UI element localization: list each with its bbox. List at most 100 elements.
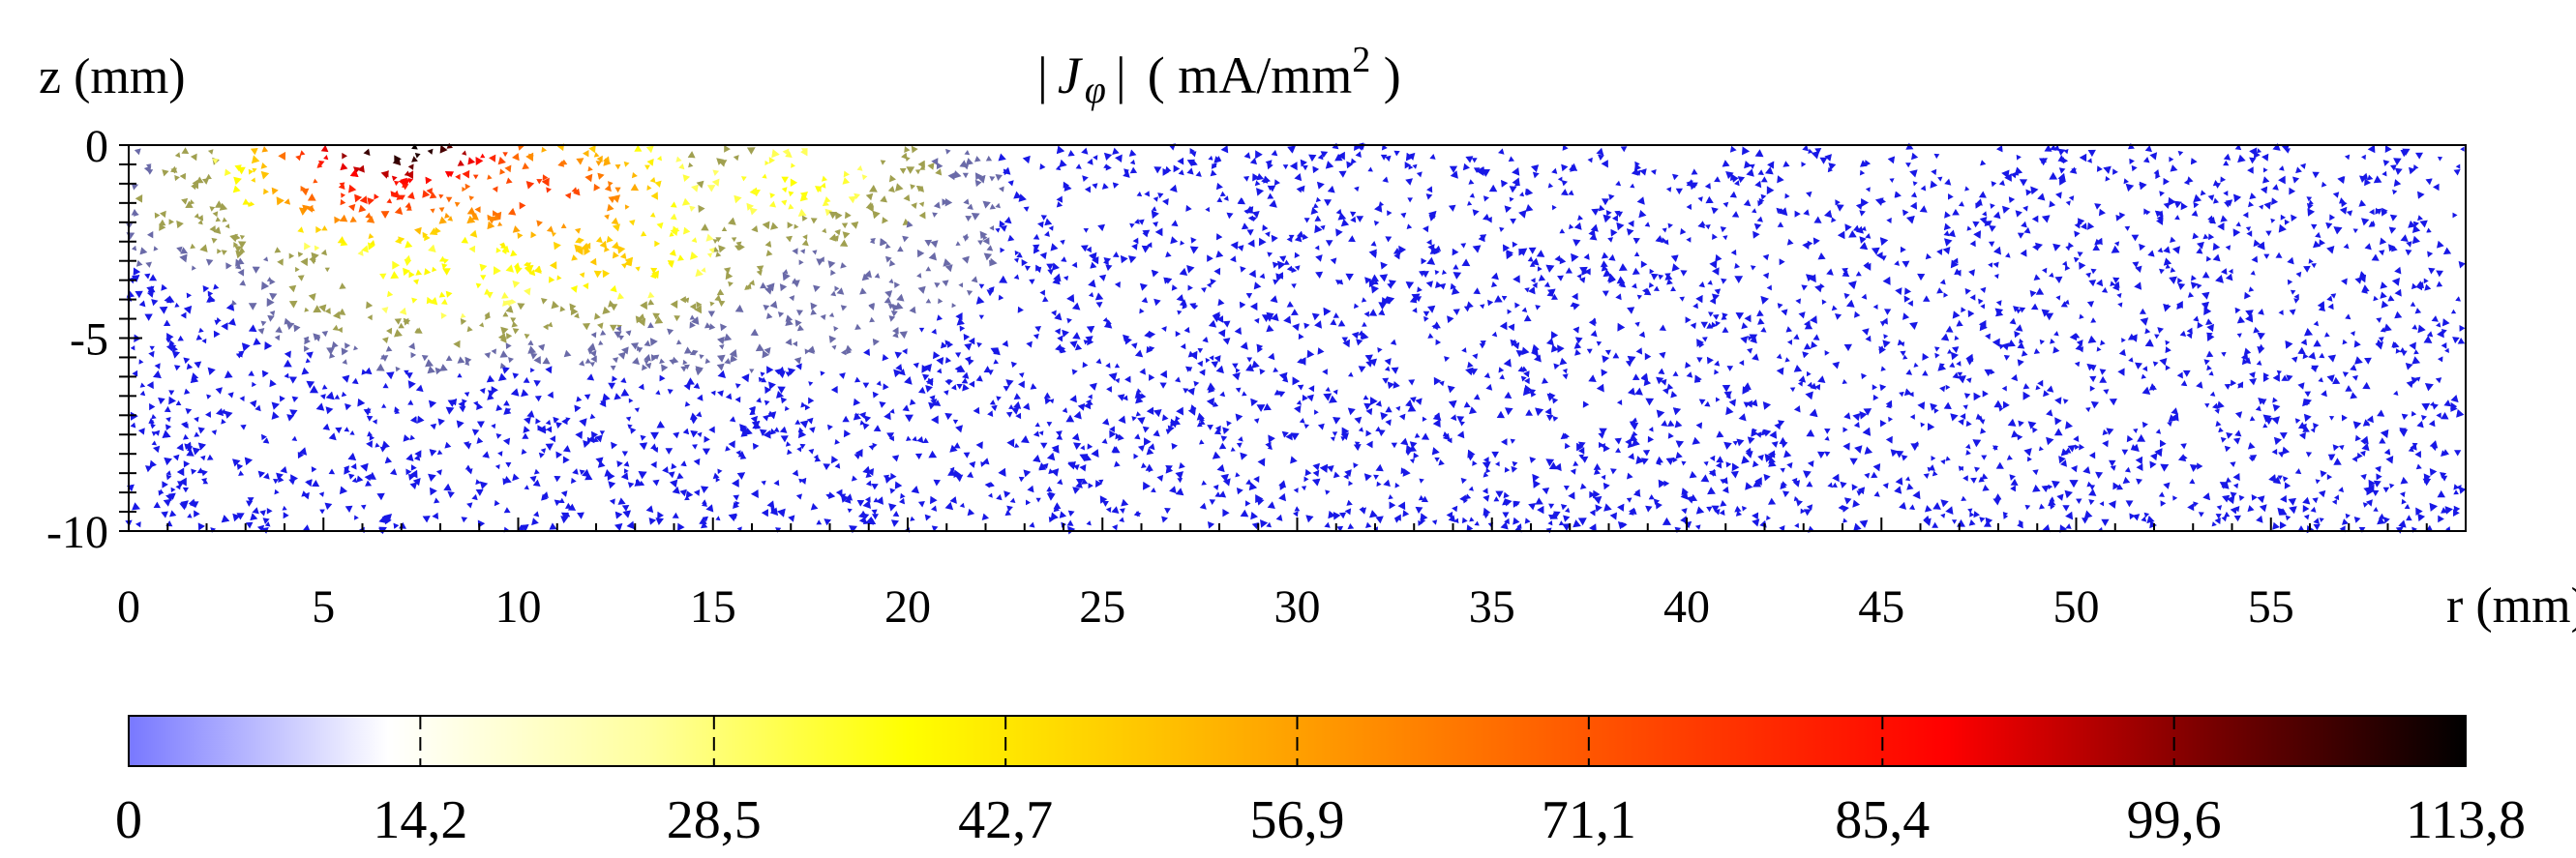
vector-mark <box>2443 399 2451 407</box>
vector-mark <box>2216 505 2223 511</box>
vector-mark <box>1213 311 1220 319</box>
vector-mark <box>714 294 722 302</box>
vector-mark <box>1215 182 1223 191</box>
vector-mark <box>600 400 607 406</box>
vector-mark <box>1165 251 1172 258</box>
vector-mark <box>612 357 618 364</box>
vector-mark <box>832 235 839 242</box>
vector-mark <box>989 259 995 267</box>
vector-mark <box>154 363 161 370</box>
vector-mark <box>575 247 584 255</box>
vector-mark <box>1824 451 1831 458</box>
vector-mark <box>1561 163 1569 172</box>
vector-mark <box>2069 166 2078 174</box>
vector-mark <box>944 412 953 421</box>
vector-mark <box>437 418 445 426</box>
vector-mark <box>1212 163 1217 168</box>
vector-mark <box>2426 331 2434 338</box>
vector-mark <box>2353 340 2361 348</box>
vector-mark <box>606 235 614 243</box>
vector-mark <box>2351 374 2358 381</box>
vector-mark <box>1617 521 1627 530</box>
vector-mark <box>2207 194 2215 201</box>
vector-mark <box>1146 447 1154 456</box>
vector-mark <box>176 220 184 229</box>
vector-mark <box>1722 384 1731 393</box>
vector-mark <box>995 202 1001 209</box>
vector-mark <box>1054 328 1061 335</box>
vector-mark <box>2262 374 2269 382</box>
vector-mark <box>1175 331 1182 338</box>
vector-mark <box>1390 339 1397 345</box>
vector-mark <box>1910 443 1920 452</box>
vector-mark <box>1256 343 1263 351</box>
vector-mark <box>1375 463 1384 472</box>
vector-mark <box>2206 365 2212 371</box>
vector-mark <box>1297 384 1304 391</box>
vector-mark <box>1325 386 1331 392</box>
vector-mark <box>1005 379 1014 387</box>
vector-mark <box>165 474 172 481</box>
vector-mark <box>1335 208 1342 216</box>
vector-mark <box>274 335 281 341</box>
vector-mark <box>1842 270 1850 278</box>
vector-mark <box>288 252 295 259</box>
vector-mark <box>701 486 709 493</box>
vector-mark <box>2232 483 2239 489</box>
vector-mark <box>2058 157 2064 163</box>
vector-mark <box>2268 474 2277 483</box>
vector-mark <box>2060 301 2068 308</box>
vector-mark <box>1644 352 1652 361</box>
vector-mark <box>1958 465 1964 472</box>
vector-mark <box>2088 499 2095 506</box>
vector-mark <box>2022 391 2031 400</box>
vector-mark <box>1944 178 1952 186</box>
vector-mark <box>199 244 208 252</box>
vector-mark <box>2358 526 2366 533</box>
vector-mark <box>1171 284 1178 291</box>
vector-mark <box>2202 233 2209 240</box>
vector-mark <box>524 287 531 296</box>
vector-mark <box>1093 155 1098 161</box>
vector-mark <box>1279 483 1286 490</box>
vector-mark <box>1859 411 1868 420</box>
vector-mark <box>318 491 324 497</box>
vector-mark <box>955 312 963 321</box>
vector-mark <box>1212 451 1221 459</box>
vector-mark <box>259 510 266 517</box>
vector-mark <box>812 250 818 255</box>
vector-mark <box>1969 294 1976 301</box>
vector-mark <box>1735 510 1743 517</box>
vector-mark <box>194 213 199 219</box>
vector-mark <box>1920 185 1927 192</box>
vector-mark <box>774 369 781 375</box>
vector-mark <box>1909 201 1917 210</box>
vector-mark <box>749 280 755 286</box>
vector-mark <box>686 377 695 385</box>
vector-mark <box>1857 487 1865 494</box>
vector-mark <box>2383 517 2390 524</box>
vector-mark <box>1722 486 1729 494</box>
vector-mark <box>404 370 409 375</box>
vector-mark <box>1636 294 1642 300</box>
vector-mark <box>1055 343 1063 352</box>
vector-mark <box>505 305 514 313</box>
vector-mark <box>967 290 973 296</box>
vector-mark <box>444 441 452 449</box>
vector-mark <box>1230 241 1239 251</box>
vector-mark <box>1378 302 1388 311</box>
vector-mark <box>164 457 172 466</box>
vector-mark <box>1647 435 1655 443</box>
vector-mark <box>1632 237 1640 245</box>
vector-mark <box>1665 458 1674 465</box>
vector-mark <box>181 421 188 429</box>
vector-mark <box>719 344 725 350</box>
vector-mark <box>174 152 181 159</box>
vector-mark <box>830 269 836 276</box>
vector-mark <box>323 155 329 161</box>
vector-mark <box>248 303 257 311</box>
vector-mark <box>675 156 682 163</box>
vector-mark <box>2263 201 2272 210</box>
vector-mark <box>1725 171 1734 180</box>
vector-mark <box>493 214 500 222</box>
